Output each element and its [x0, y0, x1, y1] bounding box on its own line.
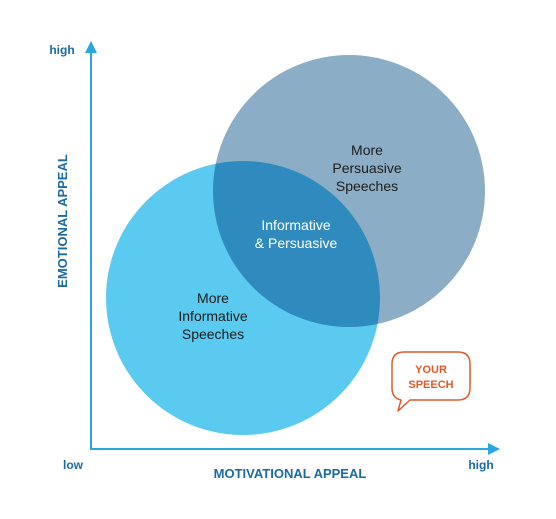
y-axis-title: EMOTIONAL APPEAL — [55, 154, 70, 288]
informative-label-line2: Informative — [178, 308, 247, 324]
overlap-label-line2: & Persuasive — [255, 235, 338, 251]
overlap-label: Informative & Persuasive — [255, 217, 338, 251]
axes — [90, 50, 492, 450]
x-axis-title: MOTIVATIONAL APPEAL — [214, 466, 367, 481]
persuasive-label-line1: More — [351, 142, 383, 158]
persuasive-label-line2: Persuasive — [332, 160, 401, 176]
y-axis-arrow-icon — [85, 41, 97, 53]
your-speech-callout: YOUR SPEECH — [391, 351, 471, 412]
persuasive-label: More Persuasive Speeches — [332, 142, 401, 194]
your-speech-line1: YOUR — [415, 364, 447, 376]
informative-label: More Informative Speeches — [178, 290, 247, 342]
persuasive-label-line3: Speeches — [336, 178, 398, 194]
x-axis-arrow-icon — [488, 443, 500, 455]
overlap-label-line1: Informative — [261, 217, 330, 233]
x-low-label: low — [63, 458, 84, 472]
informative-label-line1: More — [197, 290, 229, 306]
informative-label-line3: Speeches — [182, 326, 244, 342]
your-speech-line2: SPEECH — [408, 379, 453, 391]
speech-bubble-icon — [391, 351, 471, 412]
y-high-label: high — [49, 43, 74, 57]
x-high-label: high — [468, 458, 493, 472]
